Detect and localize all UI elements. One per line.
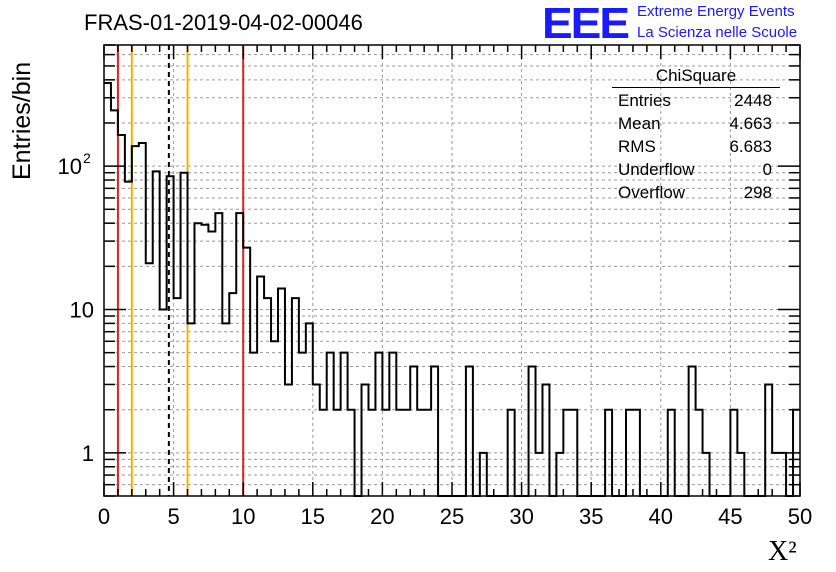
y-tick-label: 10 <box>70 297 94 322</box>
stats-label: Overflow <box>618 183 686 202</box>
x-tick-label: 40 <box>649 504 673 529</box>
logo-tagline-2: La Scienza nelle Scuole <box>637 24 798 41</box>
logo-tagline-1: Extreme Energy Events <box>637 3 795 20</box>
stats-label: Underflow <box>618 160 695 179</box>
stats-row-rms: RMS 6.683 <box>612 135 780 158</box>
stats-row-entries: Entries 2448 <box>612 89 780 112</box>
x-tick-label: 0 <box>98 504 110 529</box>
stats-value: 6.683 <box>729 137 772 156</box>
stats-title: ChiSquare <box>612 66 780 88</box>
y-tick-label-exponent: 2 <box>83 150 91 166</box>
x-tick-label: 20 <box>370 504 394 529</box>
x-tick-label: 25 <box>440 504 464 529</box>
x-tick-label: 30 <box>509 504 533 529</box>
histogram-series <box>104 82 800 497</box>
stats-row-overflow: Overflow 298 <box>612 181 780 204</box>
y-tick-label: 1 <box>82 441 94 466</box>
stats-value: 298 <box>743 183 772 202</box>
stats-label: Mean <box>618 114 661 133</box>
stats-value: 4.663 <box>729 114 772 133</box>
x-tick-label: 45 <box>718 504 742 529</box>
stats-label: Entries <box>618 91 671 110</box>
stats-row-underflow: Underflow 0 <box>612 158 780 181</box>
x-tick-label: 35 <box>579 504 603 529</box>
stats-row-mean: Mean 4.663 <box>612 112 780 135</box>
x-tick-label: 10 <box>231 504 255 529</box>
grid-lines <box>104 44 800 497</box>
x-tick-label: 15 <box>301 504 325 529</box>
stats-label: RMS <box>618 137 656 156</box>
y-axis-label: Entries/bin <box>8 61 36 180</box>
axis-ticks <box>103 44 801 497</box>
stats-box: ChiSquare Entries 2448 Mean 4.663 RMS 6.… <box>612 66 780 204</box>
chart-title: FRAS-01-2019-04-02-00046 <box>84 10 363 35</box>
x-axis-label: X² <box>768 536 797 567</box>
stats-value: 2448 <box>734 91 772 110</box>
x-tick-label: 5 <box>167 504 179 529</box>
y-tick-label: 10 <box>58 154 82 179</box>
stats-value: 0 <box>762 160 772 179</box>
x-tick-label: 50 <box>788 504 812 529</box>
eee-logo: EEE <box>542 0 630 48</box>
